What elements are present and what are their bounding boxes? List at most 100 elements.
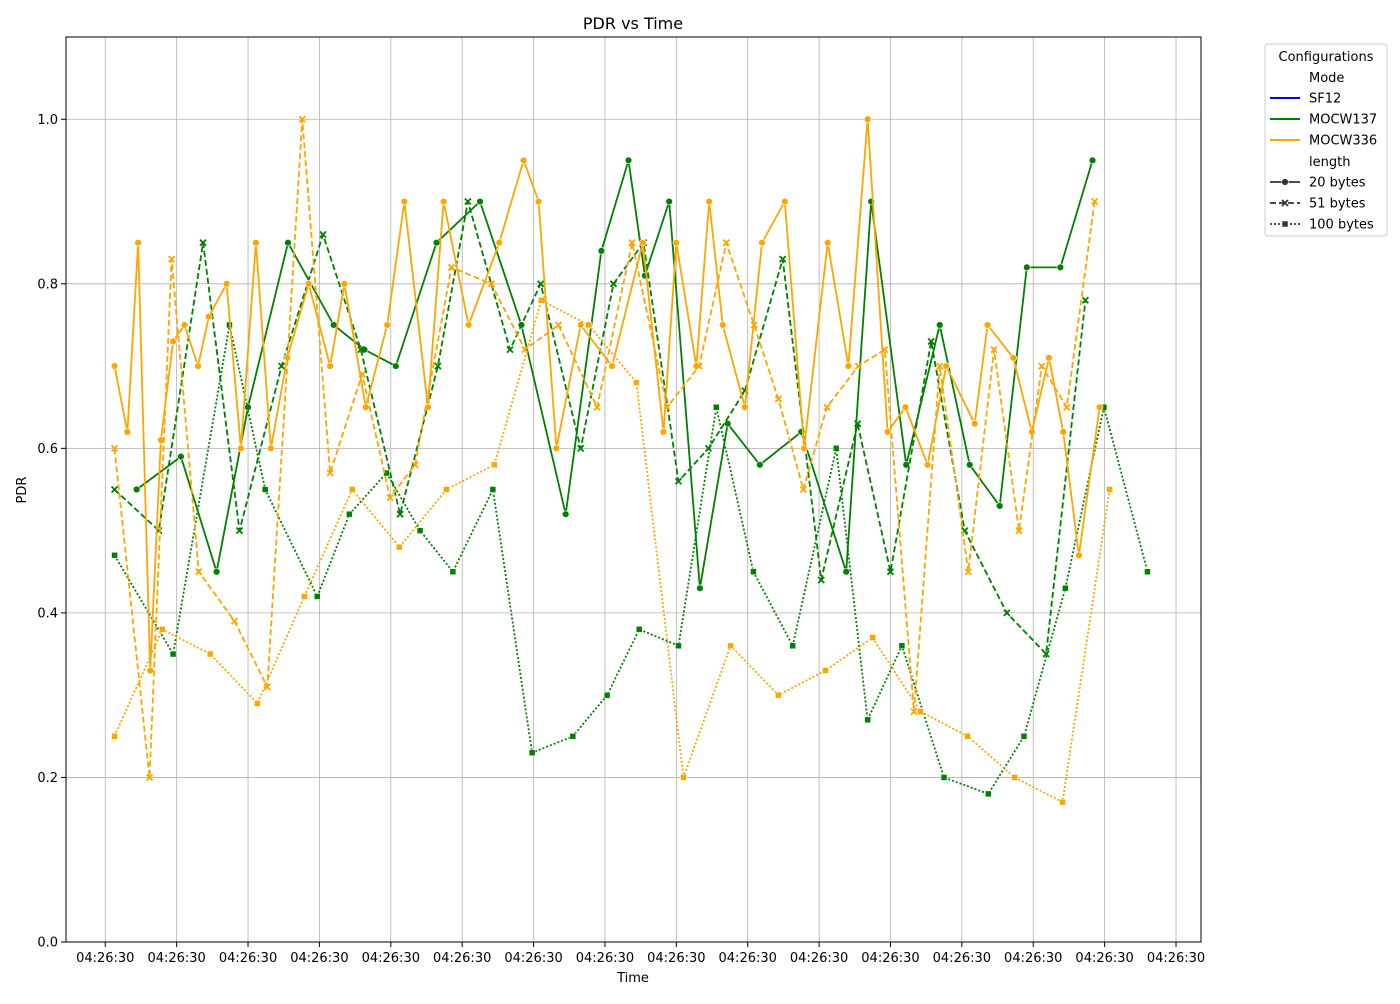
data-point xyxy=(822,667,829,674)
data-point xyxy=(585,321,592,329)
data-point xyxy=(789,642,796,650)
data-point xyxy=(123,428,132,436)
data-point xyxy=(1020,733,1028,740)
data-point xyxy=(145,773,154,782)
data-point xyxy=(1038,362,1046,370)
data-point xyxy=(675,642,682,650)
data-point xyxy=(110,485,119,494)
data-point xyxy=(663,403,671,411)
data-point xyxy=(832,445,840,452)
data-point xyxy=(823,403,831,411)
data-point xyxy=(1003,609,1011,617)
data-point xyxy=(1015,526,1023,535)
legend-mode-heading: Mode xyxy=(1309,71,1344,86)
data-point xyxy=(1062,584,1069,592)
data-point xyxy=(1091,197,1099,206)
legend-box xyxy=(1264,43,1388,237)
data-point xyxy=(319,230,327,239)
data-point xyxy=(230,617,239,625)
data-point xyxy=(326,469,334,477)
data-point xyxy=(263,683,271,691)
legend-style-label: 51 bytes xyxy=(1309,197,1366,212)
data-point xyxy=(519,156,528,165)
data-point xyxy=(267,444,275,453)
data-point xyxy=(1081,296,1089,304)
data-point xyxy=(326,362,334,370)
x-tick-label: 04:26:30 xyxy=(719,951,777,966)
data-point xyxy=(964,568,972,576)
data-point xyxy=(383,321,391,329)
data-point xyxy=(314,593,321,600)
legend-style-label: 20 bytes xyxy=(1309,176,1366,191)
data-point xyxy=(705,197,713,206)
data-point xyxy=(284,238,292,247)
data-point xyxy=(901,403,910,411)
x-tick-label: 04:26:30 xyxy=(576,951,634,966)
x-axis-label: Time xyxy=(616,971,649,986)
data-point xyxy=(722,239,730,247)
data-point xyxy=(775,691,782,699)
data-point xyxy=(1056,263,1065,272)
data-point xyxy=(624,156,633,165)
legend-style-marker xyxy=(1281,199,1289,207)
data-point xyxy=(534,197,543,206)
data-point xyxy=(261,486,269,493)
data-point xyxy=(597,247,606,255)
data-point xyxy=(1144,568,1151,576)
data-point xyxy=(1042,650,1050,658)
data-point xyxy=(576,321,585,329)
data-point xyxy=(883,428,892,436)
data-point xyxy=(1075,551,1083,560)
series-line xyxy=(113,299,1111,803)
data-point xyxy=(910,707,918,716)
x-tick-label: 04:26:30 xyxy=(147,951,205,966)
data-point xyxy=(881,345,889,354)
series-mocw336-51-bytes xyxy=(110,115,1099,782)
y-tick-label: 0.0 xyxy=(37,936,58,951)
x-tick-label: 04:26:30 xyxy=(1075,951,1133,966)
legend-mode-label: SF12 xyxy=(1309,92,1341,107)
data-point xyxy=(898,642,906,650)
legend-title: Configurations xyxy=(1279,50,1374,65)
data-point xyxy=(298,115,306,123)
y-tick-label: 0.2 xyxy=(37,771,58,786)
y-tick-label: 0.8 xyxy=(37,277,58,292)
x-tick-label: 04:26:30 xyxy=(219,951,277,966)
data-point xyxy=(990,345,998,354)
data-point xyxy=(528,749,536,757)
y-tick-label: 1.0 xyxy=(37,113,58,128)
data-point xyxy=(695,362,703,370)
data-point xyxy=(111,552,118,559)
data-point xyxy=(177,452,185,461)
data-point xyxy=(639,238,647,247)
data-point xyxy=(554,321,563,329)
data-point xyxy=(758,238,766,247)
data-point xyxy=(439,197,448,206)
data-point xyxy=(672,238,681,247)
legend-style-marker xyxy=(1281,220,1289,228)
data-point xyxy=(362,403,370,411)
data-point xyxy=(756,461,764,469)
data-point xyxy=(724,419,732,428)
data-point xyxy=(917,708,924,715)
data-point xyxy=(608,362,616,370)
data-point xyxy=(936,321,944,329)
data-point xyxy=(434,362,442,370)
data-point xyxy=(348,486,356,493)
legend-mode-label: MOCW137 xyxy=(1309,113,1377,128)
x-tick-label: 04:26:30 xyxy=(362,951,420,966)
axis-ticks: 04:26:30 04:26:30 04:26:30 04:26:30 04:26:30… xyxy=(37,113,1205,966)
data-point xyxy=(971,419,979,428)
data-point xyxy=(727,642,734,650)
data-point xyxy=(940,774,948,781)
data-point xyxy=(489,486,497,493)
series-mocw137-100-bytes xyxy=(111,321,1151,798)
x-tick-label: 04:26:30 xyxy=(1004,951,1062,966)
legend-style-marker xyxy=(1281,178,1289,186)
data-point xyxy=(750,321,758,329)
data-point xyxy=(609,280,618,288)
data-point xyxy=(411,461,419,469)
legend-modes: SF12 MOCW137 MOCW336 xyxy=(1270,92,1377,149)
data-point xyxy=(569,733,577,740)
